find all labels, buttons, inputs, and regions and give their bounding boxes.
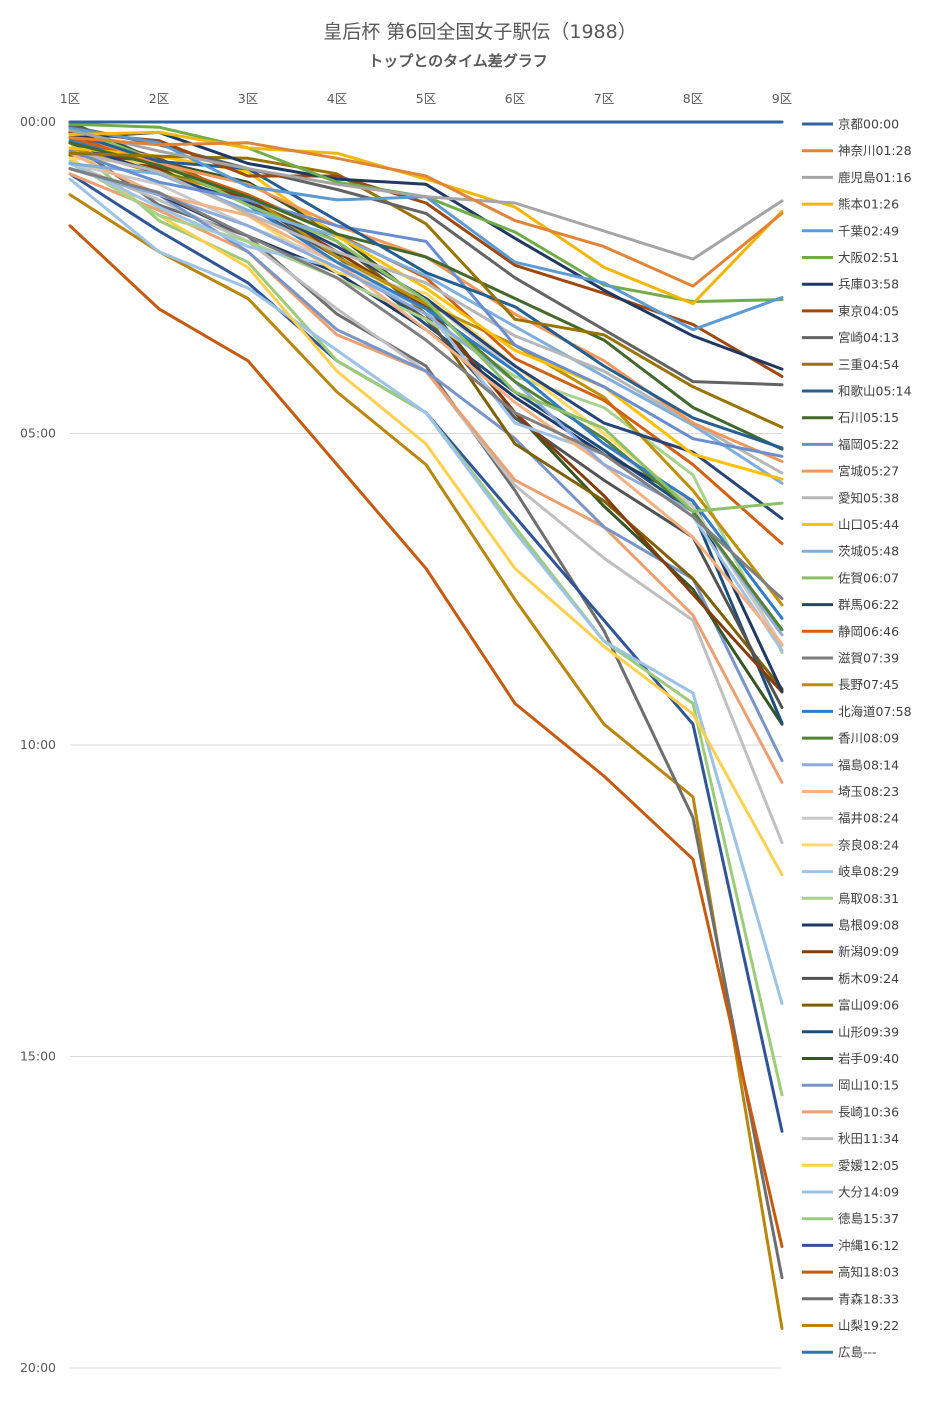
legend-label: 大分14:09	[838, 1185, 899, 1200]
legend: 京都00:00 神奈川01:28 鹿児島01:16 熊本01:26 千葉02:49 大阪0…	[802, 117, 912, 1360]
x-tick-label: 8区	[683, 91, 703, 106]
series-line	[68, 141, 784, 451]
legend-label: 京都00:00	[838, 117, 899, 132]
legend-label: 福岡05:22	[838, 437, 899, 452]
legend-label: 山形09:39	[838, 1024, 899, 1039]
legend-label: 新潟09:09	[838, 944, 899, 959]
legend-label: 山口05:44	[838, 517, 899, 532]
series-line	[68, 146, 784, 607]
y-tick-label: 20:00	[20, 1360, 56, 1375]
y-tick-label: 00:00	[20, 114, 56, 129]
x-tick-label: 5区	[416, 91, 436, 106]
legend-label: 和歌山05:14	[838, 384, 912, 399]
x-tick-label: 1区	[60, 91, 80, 106]
legend-label: 埼玉08:23	[838, 784, 899, 799]
legend-label: 兵庫03:58	[838, 277, 899, 292]
legend-label: 愛知05:38	[838, 490, 899, 505]
legend-label: 滋賀07:39	[838, 651, 899, 666]
x-tick-label: 9区	[772, 91, 792, 106]
legend-label: 徳島15:37	[838, 1211, 899, 1226]
x-tick-label: 2区	[149, 91, 169, 106]
legend-label: 福島08:14	[838, 757, 899, 772]
legend-label: 東京04:05	[838, 303, 899, 318]
x-tick-label: 7区	[594, 91, 614, 106]
series-line	[68, 193, 784, 1330]
legend-label: 千葉02:49	[838, 223, 899, 238]
legend-label: 三重04:54	[838, 357, 899, 372]
y-tick-label: 05:00	[20, 426, 56, 441]
legend-label: 北海道07:58	[838, 704, 912, 719]
legend-label: 宮城05:27	[838, 464, 899, 479]
legend-label: 山梨19:22	[838, 1318, 899, 1333]
legend-label: 静岡06:46	[838, 624, 899, 639]
series-line	[68, 136, 784, 288]
legend-label: 石川05:15	[838, 410, 899, 425]
series-line	[68, 151, 784, 646]
legend-label: 高知18:03	[838, 1265, 899, 1280]
series-line	[68, 177, 784, 1005]
legend-label: 奈良08:24	[838, 837, 899, 852]
series-line	[68, 130, 784, 450]
legend-label: 熊本01:26	[838, 197, 899, 212]
series-line	[68, 224, 784, 1248]
chart-title: 皇后杯 第6回全国女子駅伝（1988）	[323, 21, 636, 43]
legend-label: 鹿児島01:16	[838, 170, 912, 185]
legend-label: 神奈川01:28	[838, 143, 912, 158]
legend-label: 茨城05:48	[838, 544, 899, 559]
y-axis-ticks: 00:00 05:00 10:00 15:00 20:00	[20, 114, 56, 1375]
series-line	[68, 167, 784, 601]
legend-label: 香川08:09	[838, 731, 899, 746]
legend-label: 宮崎04:13	[838, 330, 899, 345]
series-line	[68, 149, 784, 458]
x-tick-label: 6区	[505, 91, 525, 106]
legend-label: 群馬06:22	[838, 597, 899, 612]
legend-label: 富山09:06	[838, 998, 899, 1013]
legend-label: 福井08:24	[838, 811, 899, 826]
series-line	[68, 146, 784, 481]
x-axis-ticks: 1区 2区 3区 4区 5区 6区 7区 8区 9区	[60, 91, 792, 106]
x-tick-label: 4区	[327, 91, 347, 106]
legend-label: 沖縄16:12	[838, 1238, 899, 1253]
legend-label: 岐阜08:29	[838, 864, 899, 879]
legend-label: 栃木09:24	[838, 971, 899, 986]
series-line	[68, 141, 784, 521]
series-lines	[68, 120, 784, 1330]
series-line	[68, 130, 784, 306]
series-line	[68, 160, 784, 655]
series-line	[68, 128, 784, 261]
legend-label: 佐賀06:07	[838, 570, 899, 585]
series-line	[68, 141, 784, 1097]
legend-label: 広島---	[838, 1345, 877, 1360]
series-line	[68, 151, 784, 429]
y-tick-label: 10:00	[20, 737, 56, 752]
legend-label: 秋田11:34	[838, 1131, 899, 1146]
series-line	[68, 156, 784, 877]
series-line	[68, 149, 784, 475]
legend-label: 愛媛12:05	[838, 1158, 899, 1173]
legend-label: 島根09:08	[838, 918, 899, 933]
legend-label: 大阪02:51	[838, 250, 899, 265]
legend-label: 長野07:45	[838, 677, 899, 692]
legend-label: 岡山10:15	[838, 1078, 899, 1093]
legend-label: 青森18:33	[838, 1291, 899, 1306]
legend-label: 長崎10:36	[838, 1104, 899, 1119]
x-tick-label: 3区	[238, 91, 258, 106]
legend-label: 鳥取08:31	[838, 891, 899, 906]
chart-subtitle: トップとのタイム差グラフ	[368, 52, 548, 70]
legend-label: 岩手09:40	[838, 1051, 899, 1066]
y-tick-label: 15:00	[20, 1049, 56, 1064]
